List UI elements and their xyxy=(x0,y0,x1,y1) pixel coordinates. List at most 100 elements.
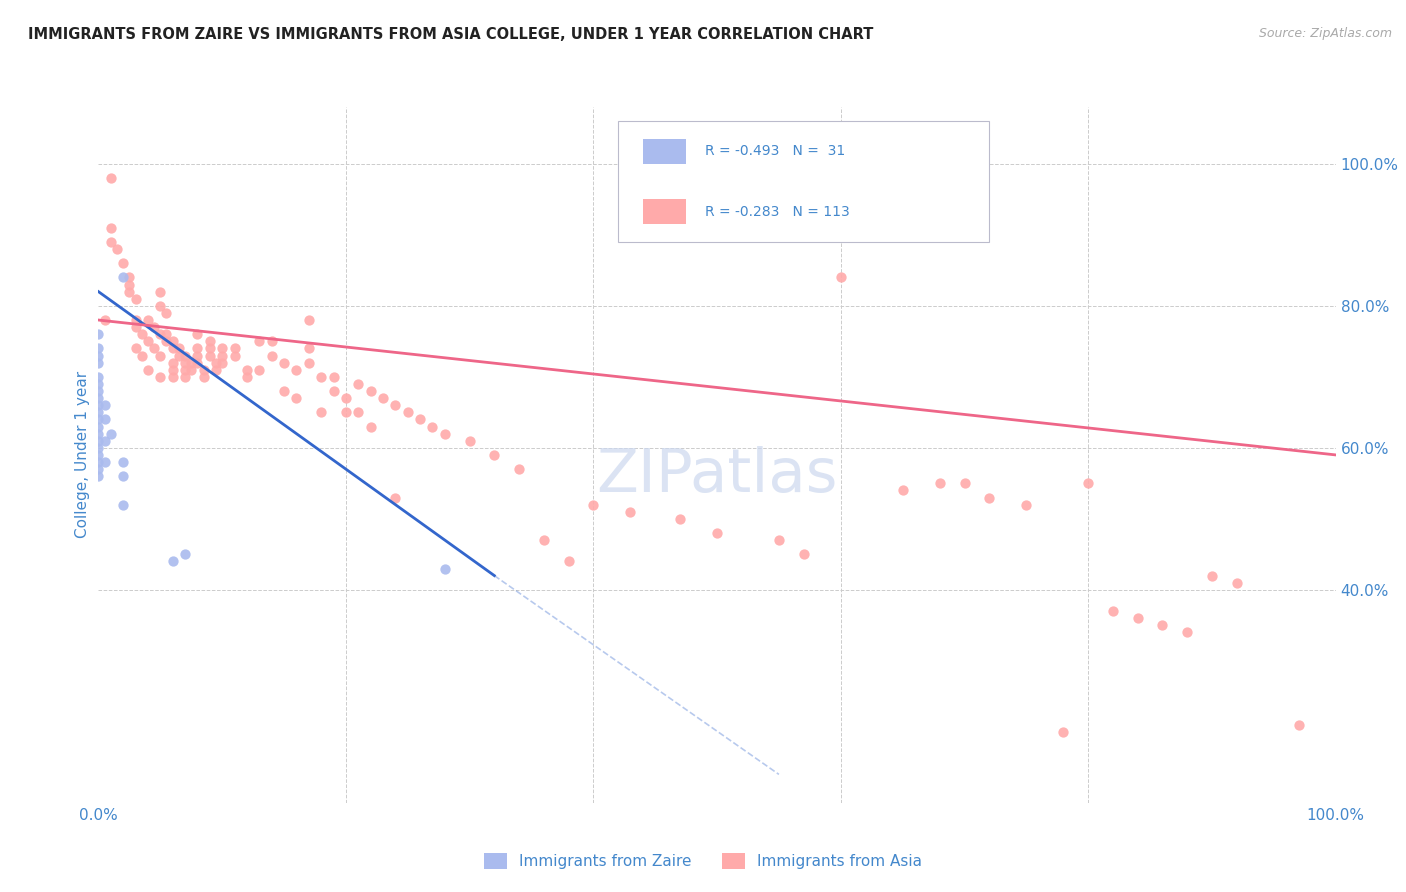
Point xyxy=(830,270,852,285)
Point xyxy=(224,349,246,363)
Point xyxy=(669,512,692,526)
Point xyxy=(619,505,641,519)
Point xyxy=(384,398,406,412)
Point xyxy=(211,349,233,363)
Point xyxy=(93,313,115,327)
Point xyxy=(149,369,172,384)
Point xyxy=(260,334,283,349)
Point xyxy=(273,384,295,398)
Point xyxy=(1175,625,1198,640)
Point xyxy=(247,362,270,376)
Point xyxy=(1126,611,1149,625)
Point xyxy=(186,349,208,363)
Point xyxy=(87,469,110,483)
Point xyxy=(124,292,146,306)
Point xyxy=(162,342,184,356)
Point xyxy=(174,547,197,561)
Point xyxy=(247,334,270,349)
Point xyxy=(360,419,382,434)
Point xyxy=(87,391,110,405)
Y-axis label: College, Under 1 year: College, Under 1 year xyxy=(75,371,90,539)
Point xyxy=(198,342,221,356)
Point xyxy=(335,391,357,405)
Point xyxy=(322,384,344,398)
Point xyxy=(87,455,110,469)
Point xyxy=(422,419,444,434)
Point xyxy=(155,306,177,320)
FancyBboxPatch shape xyxy=(643,199,686,224)
Point xyxy=(174,356,197,370)
Text: R = -0.283   N = 113: R = -0.283 N = 113 xyxy=(704,205,849,219)
Point xyxy=(180,362,202,376)
Point xyxy=(285,391,308,405)
Point xyxy=(793,547,815,561)
Point xyxy=(112,270,135,285)
Point xyxy=(174,349,197,363)
Point xyxy=(87,349,110,363)
Point xyxy=(155,334,177,349)
Point xyxy=(347,376,370,391)
Point xyxy=(396,405,419,419)
FancyBboxPatch shape xyxy=(643,139,686,164)
Point xyxy=(118,270,141,285)
Point xyxy=(100,426,122,441)
Point xyxy=(198,349,221,363)
Point xyxy=(224,342,246,356)
Text: IMMIGRANTS FROM ZAIRE VS IMMIGRANTS FROM ASIA COLLEGE, UNDER 1 YEAR CORRELATION : IMMIGRANTS FROM ZAIRE VS IMMIGRANTS FROM… xyxy=(28,27,873,42)
Point xyxy=(162,362,184,376)
Legend: Immigrants from Zaire, Immigrants from Asia: Immigrants from Zaire, Immigrants from A… xyxy=(478,847,928,875)
Point xyxy=(371,391,394,405)
Point xyxy=(87,398,110,412)
Point xyxy=(298,356,321,370)
Point xyxy=(768,533,790,548)
Point xyxy=(162,334,184,349)
Point xyxy=(87,356,110,370)
Point xyxy=(582,498,605,512)
Point xyxy=(93,434,115,448)
Point xyxy=(236,362,259,376)
Point xyxy=(193,369,215,384)
Point xyxy=(409,412,432,426)
Point xyxy=(533,533,555,548)
Point xyxy=(131,327,153,342)
Point xyxy=(124,313,146,327)
Point xyxy=(87,384,110,398)
Point xyxy=(953,476,976,491)
Point xyxy=(155,327,177,342)
Point xyxy=(347,405,370,419)
Point xyxy=(87,434,110,448)
Point xyxy=(211,342,233,356)
Point xyxy=(273,356,295,370)
Point xyxy=(309,405,332,419)
Point xyxy=(167,342,190,356)
Point xyxy=(335,405,357,419)
Point xyxy=(162,356,184,370)
FancyBboxPatch shape xyxy=(619,121,990,242)
Point xyxy=(186,327,208,342)
Point xyxy=(557,554,579,568)
Point xyxy=(124,320,146,334)
Point xyxy=(93,412,115,426)
Point xyxy=(1201,568,1223,582)
Point xyxy=(180,356,202,370)
Point xyxy=(112,469,135,483)
Point xyxy=(1015,498,1038,512)
Point xyxy=(384,491,406,505)
Text: R = -0.493   N =  31: R = -0.493 N = 31 xyxy=(704,145,845,159)
Point xyxy=(136,313,159,327)
Point xyxy=(112,498,135,512)
Point xyxy=(100,220,122,235)
Point xyxy=(87,441,110,455)
Point xyxy=(100,235,122,249)
Point xyxy=(322,369,344,384)
Point xyxy=(260,349,283,363)
Point xyxy=(174,369,197,384)
Point xyxy=(458,434,481,448)
Point xyxy=(174,362,197,376)
Point xyxy=(87,419,110,434)
Point xyxy=(298,342,321,356)
Point xyxy=(87,405,110,419)
Point xyxy=(149,327,172,342)
Point xyxy=(118,285,141,299)
Text: Source: ZipAtlas.com: Source: ZipAtlas.com xyxy=(1258,27,1392,40)
